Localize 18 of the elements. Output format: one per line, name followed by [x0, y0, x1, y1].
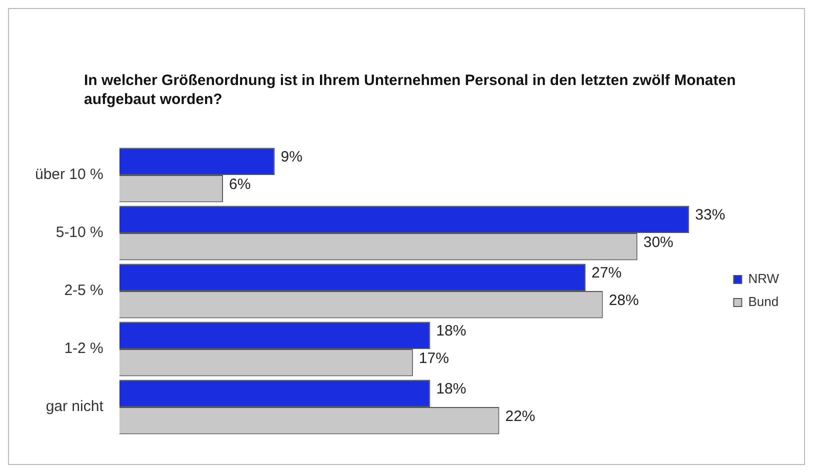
- data-label: 22%: [505, 408, 536, 425]
- data-label: 27%: [592, 264, 622, 282]
- data-label: 6%: [228, 176, 251, 193]
- y-tick-label: 2-5 %: [64, 282, 104, 300]
- chart-title: In welcher Größenordnung ist in Ihrem Unternehmen Personal in den letzten zwölf Monaten aufgebaut worden?: [84, 71, 737, 109]
- data-label: 30%: [643, 234, 674, 251]
- y-tick-label: 5-10 %: [56, 224, 104, 242]
- y-tick-label: gar nicht: [46, 398, 104, 416]
- legend-label: NRW: [748, 271, 780, 286]
- data-label: 17%: [418, 350, 449, 367]
- data-label: 18%: [436, 322, 466, 340]
- data-label: 28%: [608, 292, 639, 309]
- data-label: 33%: [695, 206, 726, 224]
- legend-label: Bund: [748, 294, 779, 310]
- y-tick-label: über 10 %: [34, 166, 104, 184]
- y-tick-label: 1-2 %: [64, 340, 104, 358]
- data-label: 9%: [280, 148, 302, 166]
- data-label: 18%: [436, 380, 466, 398]
